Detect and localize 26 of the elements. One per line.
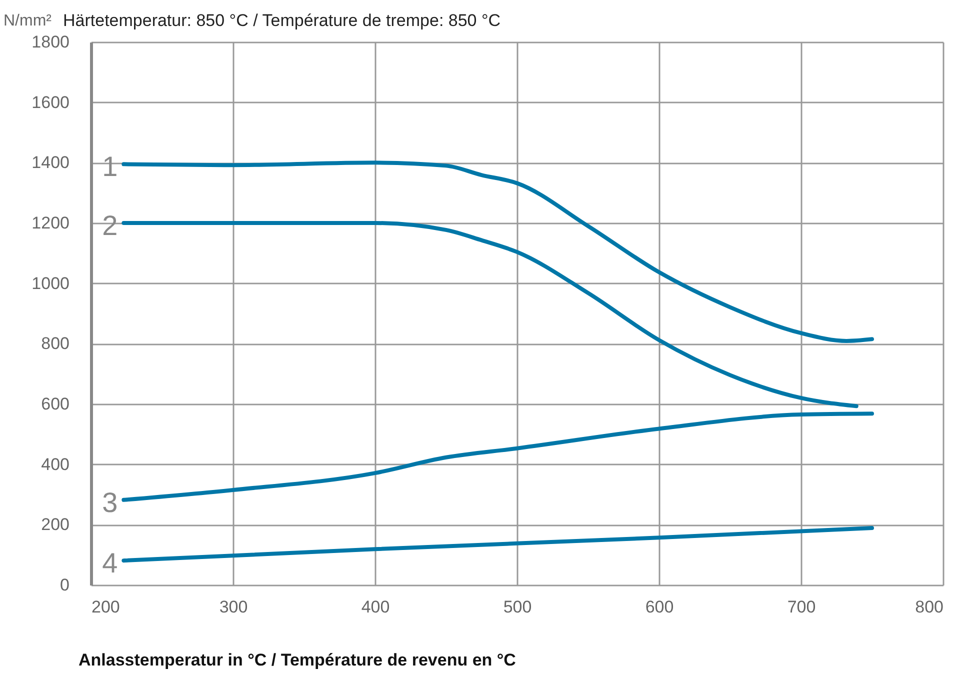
y-tick-label: 0 [60, 576, 70, 594]
y-axis-title: N/mm² [4, 12, 52, 30]
x-tick-label: 500 [503, 598, 532, 616]
y-tick-label: 1400 [32, 153, 70, 172]
y-tick-label: 400 [41, 454, 70, 474]
line-series [122, 526, 874, 563]
x-tick-label: 700 [787, 598, 816, 616]
series-label: 3 [102, 486, 118, 518]
x-axis-title: Anlasstemperatur in °C / Température de revenu en °C [78, 650, 516, 670]
y-tick-label: 600 [41, 394, 70, 414]
x-tick-label: 800 [915, 598, 944, 616]
y-tick-label: 1000 [32, 274, 70, 293]
y-tick-label: 200 [41, 515, 70, 534]
y-tick-label: 1800 [32, 32, 70, 52]
x-tick-label: 400 [361, 598, 390, 616]
line-series [122, 160, 874, 343]
y-tick-label: 1200 [32, 214, 70, 232]
y-tick-label: 1600 [32, 92, 70, 112]
x-tick-label: 300 [219, 598, 248, 616]
chart-title: Härtetemperatur: 850 °C / Température de trempe: 850 °C [63, 11, 501, 30]
line-series [122, 412, 874, 502]
x-tick-label: 200 [92, 598, 120, 616]
y-tick-label: 800 [41, 334, 70, 354]
line-series [122, 221, 858, 408]
x-tick-label: 600 [645, 598, 674, 616]
series-label: 4 [102, 548, 118, 579]
